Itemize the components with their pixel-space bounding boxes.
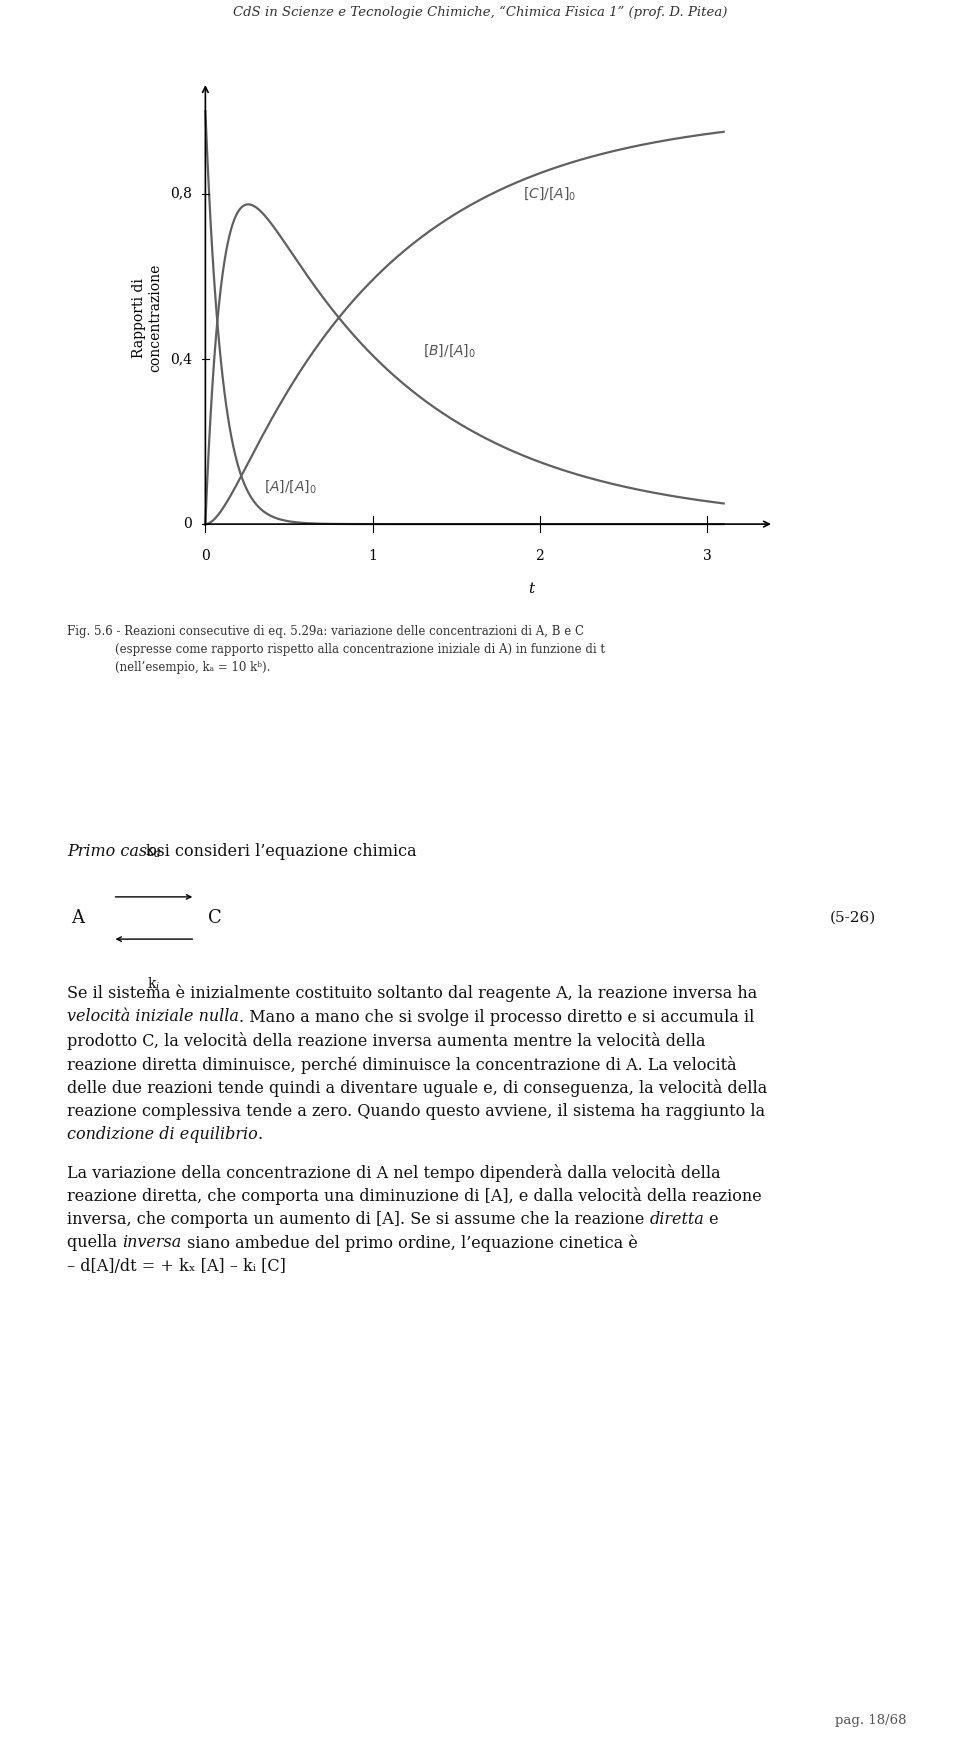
- Text: condizione di equilibrio: condizione di equilibrio: [67, 1126, 258, 1143]
- Text: 0,8: 0,8: [170, 186, 192, 201]
- Text: velocità iniziale nulla: velocità iniziale nulla: [67, 1008, 239, 1025]
- Text: 2: 2: [536, 549, 544, 563]
- Text: (espresse come rapporto rispetto alla concentrazione iniziale di A) in funzione : (espresse come rapporto rispetto alla co…: [115, 644, 605, 656]
- Text: inversa, che comporta un aumento di [A]. Se si assume che la reazione: inversa, che comporta un aumento di [A].…: [67, 1210, 650, 1228]
- Text: . Mano a mano che si svolge il processo diretto e si accumula il: . Mano a mano che si svolge il processo …: [239, 1008, 755, 1025]
- Text: Rapporti di
concentrazione: Rapporti di concentrazione: [132, 264, 162, 371]
- Text: $[C]/[A]_0$: $[C]/[A]_0$: [523, 185, 576, 202]
- Text: 0,4: 0,4: [170, 352, 192, 366]
- Text: – d[A]/dt = + kₓ [A] – kᵢ [C]: – d[A]/dt = + kₓ [A] – kᵢ [C]: [67, 1258, 286, 1275]
- Text: $[B]/[A]_0$: $[B]/[A]_0$: [422, 341, 476, 359]
- Text: La variazione della concentrazione di A nel tempo dipenderà dalla velocità della: La variazione della concentrazione di A …: [67, 1164, 721, 1182]
- Text: Primo caso: Primo caso: [67, 843, 156, 860]
- Text: quella: quella: [67, 1235, 123, 1251]
- Text: k$_d$: k$_d$: [146, 843, 162, 860]
- Text: 0: 0: [201, 549, 209, 563]
- Text: reazione complessiva tende a zero. Quando questo avviene, il sistema ha raggiunt: reazione complessiva tende a zero. Quand…: [67, 1103, 765, 1119]
- Text: k$_i$: k$_i$: [147, 976, 160, 994]
- Text: t: t: [528, 582, 535, 596]
- Text: 1: 1: [368, 549, 377, 563]
- Text: Se il sistema è inizialmente costituito soltanto dal reagente A, la reazione inv: Se il sistema è inizialmente costituito …: [67, 985, 757, 1003]
- Text: diretta: diretta: [650, 1210, 705, 1228]
- Text: .: .: [258, 1126, 263, 1143]
- Text: (nell’esempio, kₐ = 10 kᵇ).: (nell’esempio, kₐ = 10 kᵇ).: [115, 661, 271, 674]
- Text: : si consideri l’equazione chimica: : si consideri l’equazione chimica: [146, 843, 417, 860]
- Text: siano ambedue del primo ordine, l’equazione cinetica è: siano ambedue del primo ordine, l’equazi…: [181, 1235, 637, 1252]
- Text: reazione diretta, che comporta una diminuzione di [A], e dalla velocità della re: reazione diretta, che comporta una dimin…: [67, 1187, 762, 1205]
- Text: e: e: [705, 1210, 719, 1228]
- Text: inversa: inversa: [123, 1235, 181, 1251]
- Text: C: C: [207, 909, 222, 927]
- Text: Fig. 5.6 - Reazioni consecutive di eq. 5.29a: variazione delle concentrazioni di: Fig. 5.6 - Reazioni consecutive di eq. 5…: [67, 624, 585, 639]
- Text: prodotto C, la velocità della reazione inversa aumenta mentre la velocità della: prodotto C, la velocità della reazione i…: [67, 1033, 706, 1050]
- Text: CdS in Scienze e Tecnologie Chimiche, “Chimica Fisica 1” (prof. D. Pitea): CdS in Scienze e Tecnologie Chimiche, “C…: [233, 5, 727, 19]
- Text: reazione diretta diminuisce, perché diminuisce la concentrazione di A. La veloci: reazione diretta diminuisce, perché dimi…: [67, 1055, 737, 1073]
- Text: $[A]/[A]_0$: $[A]/[A]_0$: [264, 478, 317, 496]
- Text: 3: 3: [703, 549, 711, 563]
- Text: 0: 0: [183, 517, 192, 531]
- Text: (5-26): (5-26): [830, 911, 876, 925]
- Text: pag. 18/68: pag. 18/68: [835, 1715, 906, 1727]
- Text: delle due reazioni tende quindi a diventare uguale e, di conseguenza, la velocit: delle due reazioni tende quindi a divent…: [67, 1078, 767, 1098]
- Text: A: A: [71, 909, 84, 927]
